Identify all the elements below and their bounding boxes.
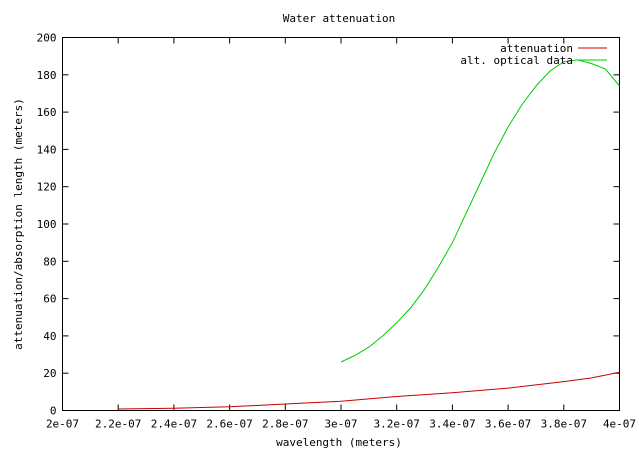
y-tick-label: 160 [37,106,57,119]
x-tick-label: 3.6e-07 [485,418,531,431]
y-tick-label: 100 [37,218,57,231]
x-tick-label: 2e-07 [46,418,79,431]
y-axis-label: attenuation/absorption length (meters) [12,98,25,350]
y-tick-label: 120 [37,181,57,194]
chart-title: Water attenuation [283,12,396,25]
y-tick-label: 60 [43,293,56,306]
plot-frame [62,37,620,411]
series-line-0 [118,371,620,410]
x-tick-label: 2.2e-07 [95,418,141,431]
series-line-1 [340,59,620,363]
x-axis-label: wavelength (meters) [276,436,402,449]
x-tick-label: 2.6e-07 [206,418,252,431]
y-tick-label: 200 [37,32,57,45]
x-tick-label: 4e-07 [603,418,636,431]
x-tick-label: 3e-07 [324,418,357,431]
y-tick-label: 0 [50,405,57,418]
y-tick-label: 140 [37,143,57,156]
x-tick-label: 3.2e-07 [374,418,420,431]
y-tick-label: 80 [43,255,56,268]
x-tick-label: 3.8e-07 [541,418,587,431]
y-tick-label: 40 [43,330,56,343]
y-tick-label: 180 [37,69,57,82]
legend-label-0: attenuation [500,42,573,55]
x-tick-label: 2.8e-07 [262,418,308,431]
legend-label-1: alt. optical data [460,54,573,67]
y-tick-label: 20 [43,367,56,380]
x-tick-label: 2.4e-07 [151,418,197,431]
x-tick-label: 3.4e-07 [429,418,475,431]
